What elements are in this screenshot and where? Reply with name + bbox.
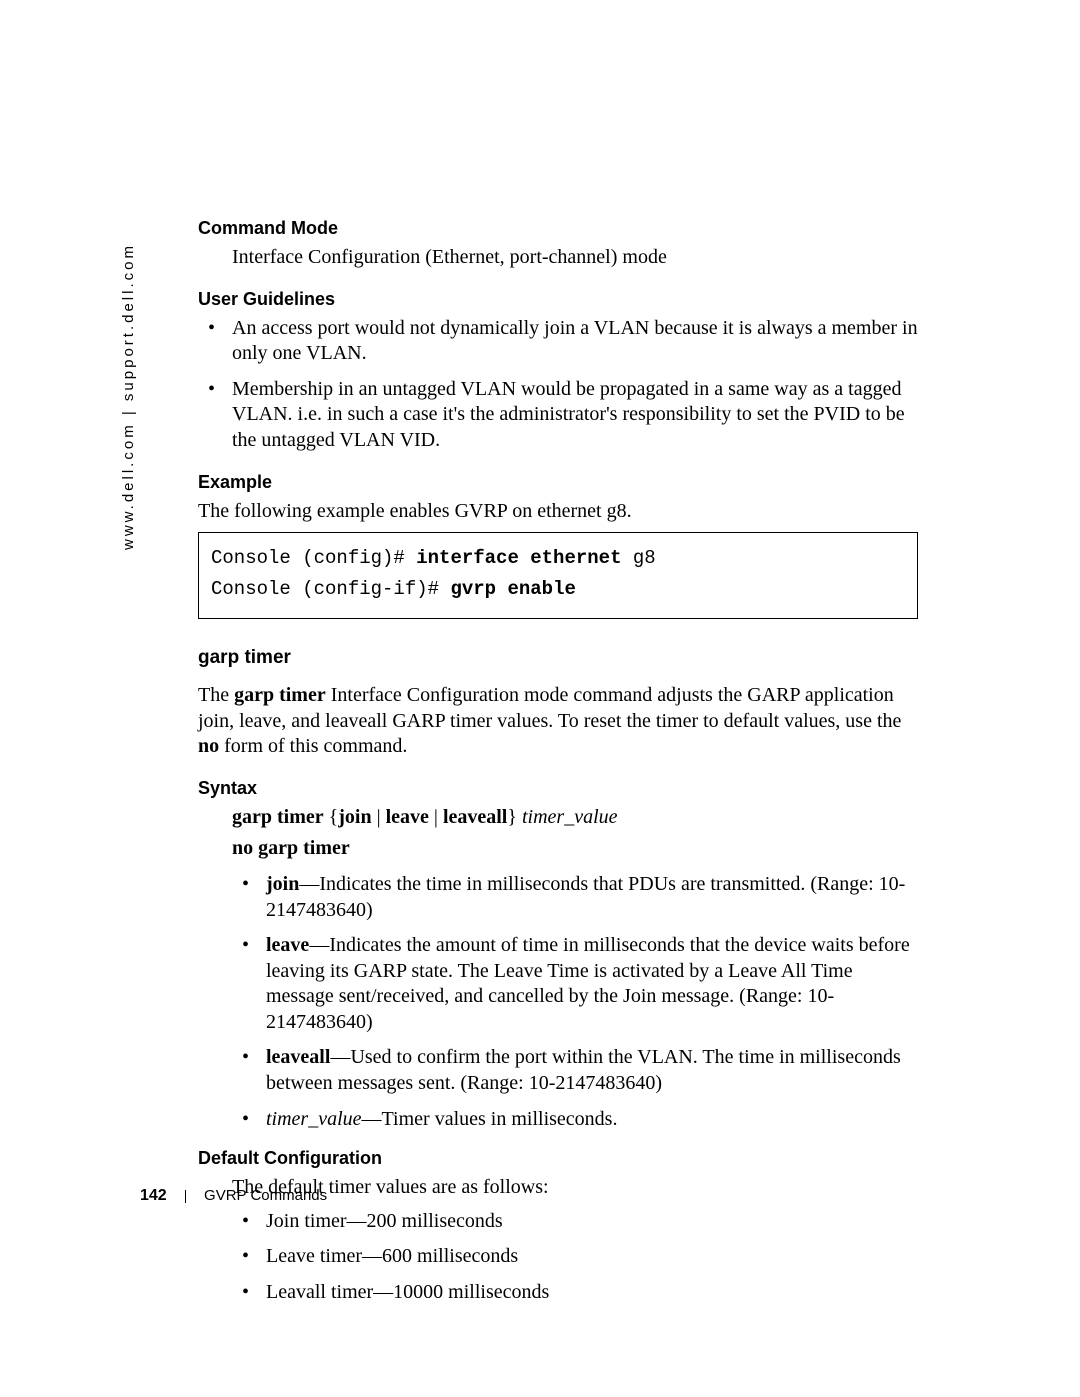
text-default-config: The default timer values are as follows: bbox=[232, 1175, 918, 1201]
page-footer: 142 GVRP Commands bbox=[140, 1187, 327, 1205]
list-item: join—Indicates the time in milliseconds … bbox=[232, 872, 918, 923]
code-bold: gvrp enable bbox=[450, 578, 575, 600]
text-italic: timer_value bbox=[266, 1108, 362, 1130]
text-span: —Used to confirm the port within the VLA… bbox=[266, 1046, 901, 1094]
code-block: Console (config)# interface ethernet g8 … bbox=[198, 532, 918, 619]
list-default-config: Join timer—200 milliseconds Leave timer—… bbox=[232, 1209, 918, 1306]
list-item: Leavall timer—10000 milliseconds bbox=[232, 1280, 918, 1306]
syntax-line-2: no garp timer bbox=[232, 836, 918, 862]
text-bold: leaveall bbox=[266, 1046, 330, 1068]
list-item: leave—Indicates the amount of time in mi… bbox=[232, 933, 918, 1035]
text-bold: no bbox=[198, 735, 219, 757]
document-page: www.dell.com | support.dell.com Command … bbox=[0, 0, 1080, 1397]
text-bold: join bbox=[266, 873, 299, 895]
side-url-text: www.dell.com | support.dell.com bbox=[120, 243, 137, 550]
code-text: Console (config-if)# bbox=[211, 578, 450, 600]
list-syntax: join—Indicates the time in milliseconds … bbox=[232, 872, 918, 1132]
text-bold: leave bbox=[266, 934, 309, 956]
syntax-line-1: garp timer {join | leave | leaveall} tim… bbox=[232, 805, 918, 831]
code-text: g8 bbox=[621, 547, 655, 569]
list-item: leaveall—Used to confirm the port within… bbox=[232, 1045, 918, 1096]
text-span: —Timer values in milliseconds. bbox=[362, 1108, 618, 1130]
text-span: | bbox=[372, 806, 386, 828]
list-item: An access port would not dynamically joi… bbox=[198, 316, 918, 367]
code-text: Console (config)# bbox=[211, 547, 416, 569]
list-item: Join timer—200 milliseconds bbox=[232, 1209, 918, 1235]
footer-title: GVRP Commands bbox=[204, 1187, 327, 1204]
text-span: | bbox=[429, 806, 443, 828]
heading-example: Example bbox=[198, 472, 918, 493]
text-example: The following example enables GVRP on et… bbox=[198, 499, 918, 525]
list-item: Leave timer—600 milliseconds bbox=[232, 1244, 918, 1270]
text-bold: join bbox=[338, 806, 371, 828]
heading-user-guidelines: User Guidelines bbox=[198, 289, 918, 310]
page-number: 142 bbox=[140, 1187, 167, 1204]
main-content: Command Mode Interface Configuration (Et… bbox=[198, 218, 918, 1316]
text-garp-timer: The garp timer Interface Configuration m… bbox=[198, 683, 918, 760]
list-user-guidelines: An access port would not dynamically joi… bbox=[198, 316, 918, 454]
text-span: The bbox=[198, 684, 234, 706]
footer-separator bbox=[185, 1190, 186, 1203]
text-bold: garp timer bbox=[232, 806, 324, 828]
heading-garp-timer: garp timer bbox=[198, 647, 918, 669]
heading-default-config: Default Configuration bbox=[198, 1148, 918, 1169]
list-item: timer_value—Timer values in milliseconds… bbox=[232, 1107, 918, 1133]
list-item: Membership in an untagged VLAN would be … bbox=[198, 377, 918, 454]
text-italic: timer_value bbox=[522, 806, 618, 828]
text-bold: garp timer bbox=[234, 684, 326, 706]
text-span: —Indicates the time in milliseconds that… bbox=[266, 873, 905, 921]
text-span: { bbox=[324, 806, 339, 828]
text-command-mode: Interface Configuration (Ethernet, port-… bbox=[232, 245, 918, 271]
text-span: —Indicates the amount of time in millise… bbox=[266, 934, 910, 1033]
text-span: } bbox=[507, 806, 522, 828]
heading-syntax: Syntax bbox=[198, 778, 918, 799]
text-span: form of this command. bbox=[219, 735, 407, 757]
code-bold: interface ethernet bbox=[416, 547, 621, 569]
text-bold: leaveall bbox=[443, 806, 507, 828]
text-bold: leave bbox=[386, 806, 429, 828]
heading-command-mode: Command Mode bbox=[198, 218, 918, 239]
